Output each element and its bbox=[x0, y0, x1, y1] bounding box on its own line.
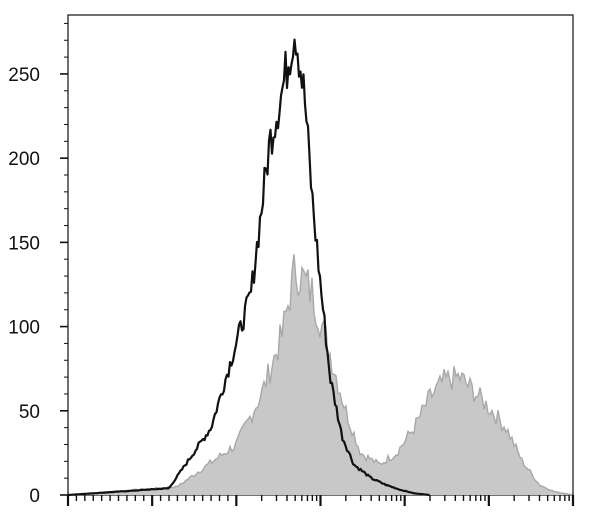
y-tick-label-50: 50 bbox=[19, 402, 40, 423]
y-tick-label-100: 100 bbox=[8, 318, 40, 339]
y-tick-label-0: 0 bbox=[29, 486, 40, 507]
series-1-line bbox=[67, 38, 430, 497]
axis-layer: 0 50 100 150 200 250 bbox=[8, 22, 575, 507]
series-0-area bbox=[68, 254, 572, 495]
series-layer bbox=[67, 38, 573, 497]
y-tick-label-250: 250 bbox=[8, 65, 40, 86]
y-tick-label-200: 200 bbox=[8, 149, 40, 170]
y-tick-label-150: 150 bbox=[8, 233, 40, 254]
